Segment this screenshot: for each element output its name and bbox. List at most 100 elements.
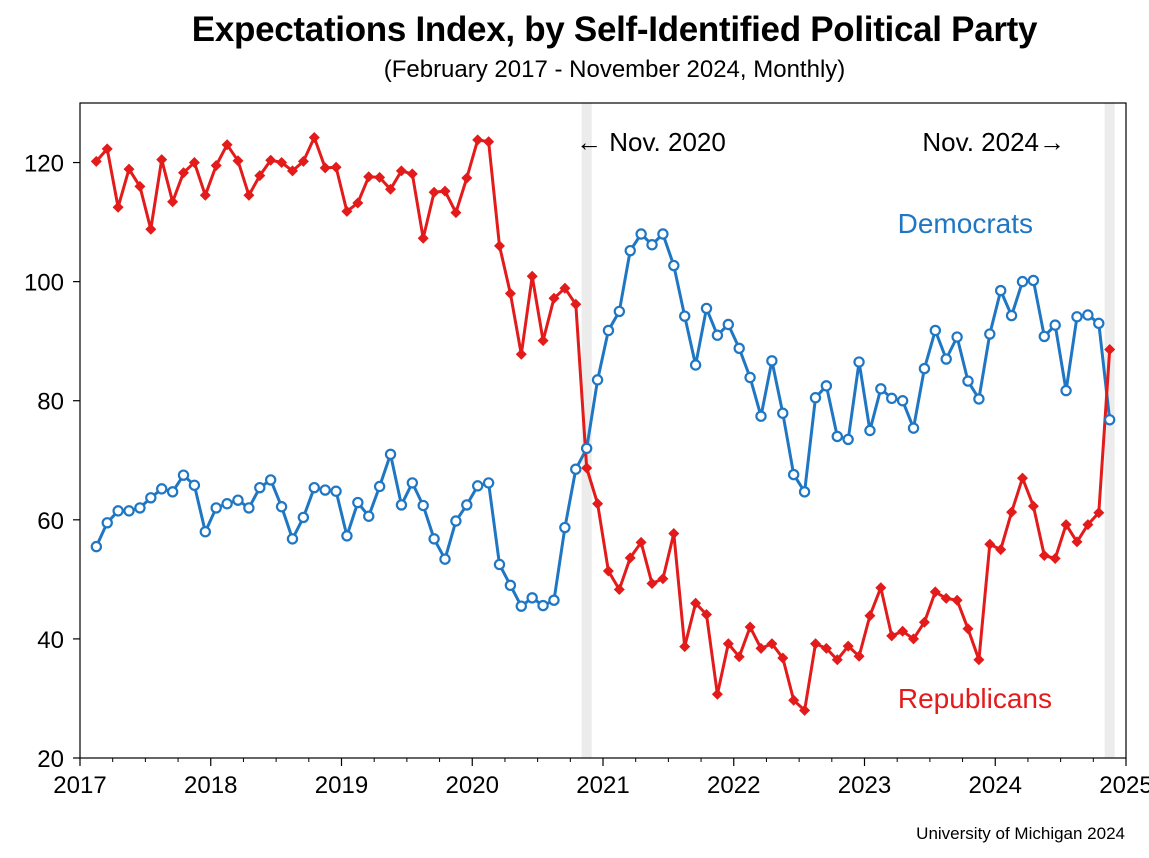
- data-point-republicans: [417, 232, 429, 244]
- data-point-republicans: [875, 582, 887, 594]
- data-point-democrats: [537, 599, 549, 612]
- data-point-republicans: [592, 498, 604, 510]
- data-point-republicans: [864, 610, 876, 622]
- data-point-republicans: [276, 156, 288, 169]
- data-point-republicans: [1016, 472, 1029, 484]
- data-point-republicans: [907, 633, 920, 645]
- data-point-democrats: [896, 395, 909, 407]
- data-point-democrats: [591, 374, 604, 386]
- data-point-republicans: [853, 650, 865, 662]
- series-line-republicans: [95, 136, 1112, 712]
- data-point-republicans: [788, 694, 800, 706]
- data-point-republicans: [722, 638, 734, 650]
- data-point-republicans: [134, 180, 146, 192]
- data-point-republicans: [450, 207, 462, 219]
- data-point-republicans: [733, 651, 745, 663]
- data-point-republicans: [668, 527, 680, 540]
- data-point-republicans: [766, 638, 778, 650]
- data-point-democrats: [221, 498, 233, 510]
- shaded-period-1: [1104, 103, 1115, 758]
- data-point-republicans: [777, 652, 789, 664]
- data-point-democrats: [744, 371, 756, 384]
- data-point-republicans: [1060, 519, 1072, 531]
- data-point-republicans: [1027, 500, 1039, 512]
- data-point-democrats: [471, 480, 484, 492]
- data-point-democrats: [1082, 309, 1094, 321]
- data-point-republicans: [439, 185, 451, 197]
- data-point-democrats: [275, 501, 288, 513]
- data-point-republicans: [1049, 552, 1061, 565]
- data-point-democrats: [363, 510, 375, 522]
- data-point-republicans: [995, 544, 1007, 556]
- data-point-republicans: [951, 594, 963, 606]
- x-tick-label: 2022: [707, 772, 760, 799]
- data-point-republicans: [635, 536, 647, 548]
- data-point-republicans: [406, 168, 418, 180]
- data-point-republicans: [254, 170, 266, 182]
- data-point-democrats: [700, 302, 713, 315]
- data-point-republicans: [973, 654, 985, 666]
- data-point-republicans: [515, 348, 527, 360]
- data-point-democrats: [156, 483, 168, 495]
- plot-area-frame: [79, 102, 1127, 759]
- data-point-democrats: [602, 324, 615, 337]
- data-point-democrats: [254, 481, 266, 494]
- data-point-democrats: [526, 592, 538, 604]
- source-note: University of Michigan 2024: [916, 824, 1125, 843]
- data-point-democrats: [210, 502, 222, 514]
- data-point-republicans: [744, 621, 756, 633]
- data-point-democrats: [319, 484, 331, 496]
- data-point-republicans: [188, 156, 200, 169]
- data-point-republicans: [461, 172, 473, 184]
- data-point-republicans: [886, 630, 898, 642]
- x-tick-label: 2019: [315, 772, 368, 799]
- data-point-republicans: [483, 136, 495, 148]
- data-point-democrats: [777, 407, 789, 419]
- data-point-republicans: [624, 552, 636, 564]
- data-point-democrats: [308, 481, 320, 494]
- data-point-democrats: [994, 284, 1007, 297]
- data-point-democrats: [580, 442, 593, 455]
- data-point-democrats: [145, 492, 157, 504]
- data-point-republicans: [90, 155, 102, 167]
- data-point-democrats: [711, 329, 724, 341]
- chart-subtitle: (February 2017 - November 2024, Monthly): [383, 56, 846, 83]
- data-point-democrats: [624, 244, 636, 257]
- data-point-democrats: [1005, 309, 1018, 322]
- data-point-democrats: [243, 502, 255, 514]
- data-point-republicans: [897, 625, 909, 637]
- data-point-democrats: [809, 392, 822, 404]
- data-point-democrats: [1038, 330, 1050, 343]
- data-point-republicans: [1038, 549, 1050, 562]
- data-point-democrats: [842, 433, 854, 446]
- data-point-democrats: [668, 259, 680, 272]
- data-point-democrats: [112, 505, 124, 517]
- data-point-republicans: [210, 159, 222, 172]
- data-point-republicans: [199, 189, 211, 201]
- data-point-republicans: [330, 161, 342, 173]
- data-point-democrats: [679, 310, 691, 322]
- data-point-democrats: [515, 600, 527, 612]
- data-point-democrats: [755, 410, 767, 422]
- x-tick-label: 2021: [576, 772, 629, 799]
- data-point-democrats: [940, 353, 952, 365]
- data-point-republicans: [308, 131, 320, 144]
- data-point-democrats: [504, 579, 517, 592]
- y-tick-label: 60: [37, 508, 64, 535]
- data-point-democrats: [123, 505, 135, 517]
- data-point-republicans: [613, 583, 625, 596]
- data-point-democrats: [886, 392, 898, 405]
- data-point-republicans: [646, 577, 658, 590]
- data-point-democrats: [1103, 414, 1116, 426]
- data-point-republicans: [1104, 343, 1116, 356]
- data-point-democrats: [689, 359, 702, 371]
- data-point-democrats: [831, 430, 843, 443]
- data-point-republicans: [221, 139, 233, 151]
- data-point-democrats: [395, 499, 408, 511]
- data-point-democrats: [134, 502, 146, 514]
- data-point-democrats: [646, 239, 658, 251]
- x-tick-label: 2020: [446, 772, 499, 799]
- data-point-republicans: [1071, 536, 1083, 548]
- series-label-republicans: Republicans: [898, 683, 1052, 714]
